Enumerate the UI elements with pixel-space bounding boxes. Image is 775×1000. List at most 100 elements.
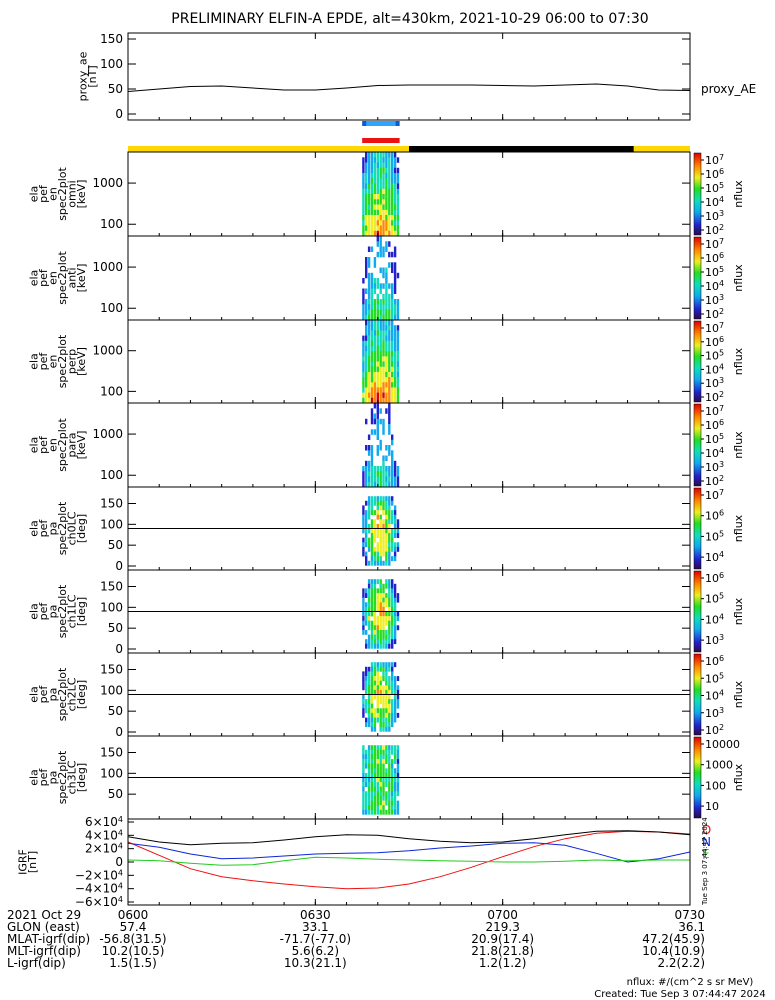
- heatmap-cell: [370, 597, 374, 603]
- ylabel-line: perp: [65, 349, 78, 374]
- heatmap-cell: [370, 634, 374, 640]
- heatmap-cell: [391, 335, 394, 342]
- heatmap-cell: [388, 629, 391, 635]
- heatmap-cell: [365, 629, 368, 635]
- ephemeris-value: 0600: [118, 908, 149, 922]
- heatmap-cell: [379, 717, 382, 723]
- heatmap-cell: [365, 476, 368, 482]
- heatmap-cell: [367, 382, 371, 388]
- heatmap-cell: [388, 466, 391, 472]
- heatmap-cell: [370, 519, 374, 525]
- heatmap-cell: [367, 620, 371, 626]
- heatmap-cell: [391, 314, 394, 321]
- heatmap-cell: [367, 749, 371, 755]
- ephemeris-value: 10.2(10.5): [102, 944, 165, 958]
- heatmap-cell: [373, 371, 377, 378]
- heatmap-cell: [388, 546, 391, 552]
- heatmap-cell: [367, 496, 371, 502]
- heatmap-cell: [379, 759, 382, 764]
- ylabel-line: [deg]: [75, 763, 88, 792]
- heatmap-cell: [376, 496, 379, 502]
- heatmap-cell: [396, 712, 400, 718]
- heatmap-cell: [365, 689, 368, 695]
- heatmap-cell: [396, 188, 400, 195]
- heatmap-cell: [373, 340, 377, 347]
- heatmap-cell: [391, 768, 394, 774]
- heatmap-cell: [391, 611, 394, 617]
- heatmap-cell: [370, 377, 374, 383]
- heatmap-cell: [385, 204, 388, 210]
- colorbar: [693, 736, 702, 819]
- colorbar-tick-label: 10000: [705, 738, 740, 751]
- heatmap-cell: [393, 620, 397, 626]
- colorbar-tick-label: 107: [705, 404, 724, 418]
- heatmap-cell: [373, 606, 377, 612]
- heatmap-cell: [367, 597, 371, 603]
- heatmap-cell: [396, 356, 400, 362]
- heatmap-cell: [382, 805, 385, 811]
- colorbar-tick-label: 104: [705, 550, 724, 564]
- heatmap-cell: [382, 809, 385, 815]
- heatmap-cell: [385, 597, 388, 603]
- heatmap-cell: [362, 528, 365, 534]
- heatmap-cell: [365, 676, 368, 681]
- heatmap-cell: [376, 542, 379, 548]
- heatmap-cell: [393, 220, 397, 226]
- heatmap-cell: [382, 272, 385, 279]
- heatmap-cell: [379, 299, 382, 305]
- heatmap-cell: [393, 371, 397, 378]
- heatmap-cell: [370, 680, 374, 686]
- heatmap-cell: [385, 293, 388, 300]
- heatmap-cell: [379, 763, 382, 769]
- heatmap-cell: [370, 225, 374, 231]
- heatmap-cell: [388, 699, 391, 704]
- heatmap-cell: [388, 523, 391, 529]
- heatmap-cell: [391, 791, 394, 797]
- heatmap-cell: [382, 676, 385, 681]
- heatmap-cell: [391, 225, 394, 231]
- heatmap-cell: [393, 680, 397, 686]
- heatmap-cell: [370, 643, 374, 649]
- heatmap-cell: [391, 251, 394, 258]
- heatmap-cell: [382, 639, 385, 645]
- heatmap-cell: [376, 560, 379, 566]
- heatmap-cell: [362, 392, 365, 399]
- heatmap-cell: [393, 519, 397, 525]
- ylabel-line: proxy_ae: [76, 51, 89, 101]
- heatmap-cell: [376, 579, 379, 585]
- heatmap-cell: [388, 204, 391, 210]
- heatmap-cell: [388, 505, 391, 511]
- heatmap-cell: [391, 639, 394, 645]
- heatmap-cell: [370, 371, 374, 378]
- heatmap-cell: [376, 299, 379, 305]
- heatmap-cell: [367, 611, 371, 617]
- ylabel-line: pef: [37, 602, 50, 621]
- heatmap-cell: [388, 230, 391, 237]
- heatmap-cell: [382, 722, 385, 728]
- heatmap-cell: [391, 397, 394, 404]
- heatmap-cell: [362, 680, 365, 686]
- heatmap-cell: [365, 685, 368, 691]
- heatmap-cell: [365, 209, 368, 216]
- heatmap-cell: [376, 392, 379, 399]
- heatmap-cell: [385, 500, 388, 506]
- heatmap-cell: [391, 749, 394, 755]
- heatmap-cell: [367, 643, 371, 649]
- heatmap-cell: [365, 220, 368, 226]
- heatmap-cell: [391, 262, 394, 268]
- heatmap-cell: [367, 510, 371, 515]
- heatmap-cell: [385, 267, 388, 273]
- ylabel-line: ela: [27, 270, 40, 287]
- heatmap-cell: [393, 597, 397, 603]
- heatmap-cell: [379, 708, 382, 714]
- heatmap-cell: [396, 754, 400, 760]
- colorbar-label-text: nflux: [732, 763, 745, 791]
- heatmap-cell: [370, 304, 374, 310]
- heatmap-cell: [367, 361, 371, 367]
- heatmap-cell: [376, 236, 379, 242]
- heatmap-cell: [367, 183, 371, 189]
- heatmap-cell: [379, 542, 382, 548]
- heatmap-cell: [373, 351, 377, 357]
